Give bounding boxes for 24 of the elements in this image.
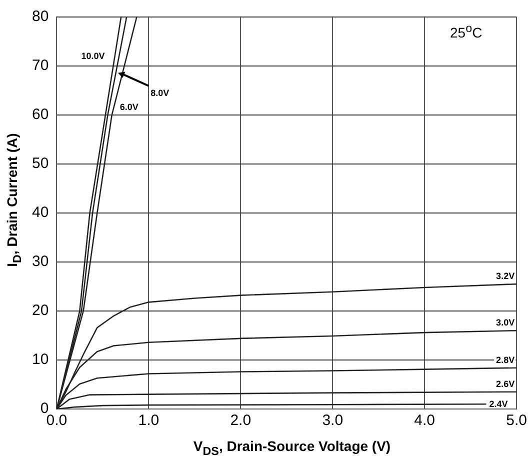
series-label: 6.0V <box>120 102 138 112</box>
y-tick-label: 50 <box>32 155 49 172</box>
y-tick-label: 40 <box>32 204 49 222</box>
series-label: 3.0V <box>496 318 515 328</box>
x-tick-label: 5.0 <box>506 412 528 430</box>
x-tick-label: 4.0 <box>414 412 436 430</box>
x-axis-title: V$_{DS}$, Drain-Source Voltage (V) <box>193 438 391 458</box>
x-tick-label: 0.0 <box>46 412 68 430</box>
y-tick-label: 30 <box>32 253 49 270</box>
series-label: 2.8V <box>496 354 515 365</box>
series-label: 3.2V <box>496 271 515 282</box>
text: 8.0V <box>150 88 170 98</box>
series-label: 10.0V <box>81 51 105 62</box>
x-tick-label: 3.0 <box>322 412 344 430</box>
x-tick-label: 1.0 <box>138 412 160 430</box>
y-tick-label: 70 <box>32 57 49 74</box>
y-tick-label: 10 <box>32 351 49 368</box>
series-label: 2.4V <box>489 399 508 410</box>
y-tick-label: 80 <box>32 8 49 26</box>
y-tick-label: 20 <box>32 302 49 320</box>
annotation: 25$^{o}$C <box>450 22 482 41</box>
y-tick-label: 60 <box>32 106 49 124</box>
series-label: 2.6V <box>496 378 515 389</box>
x-tick-label: 2.0 <box>230 412 252 430</box>
